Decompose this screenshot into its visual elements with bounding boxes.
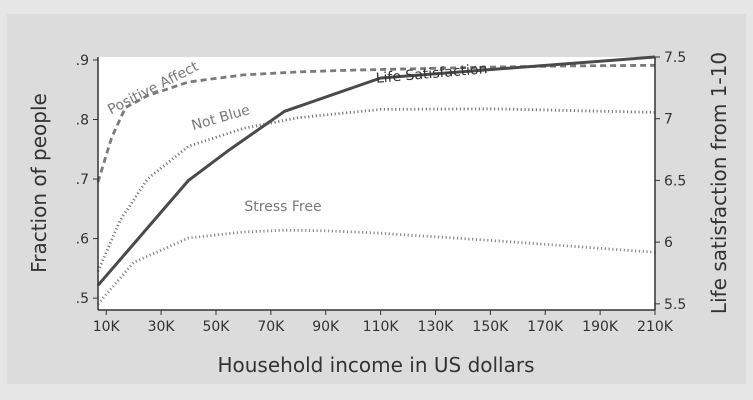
x-tick-label: 30K xyxy=(148,319,176,335)
series-line-life-satisfaction xyxy=(96,55,656,287)
axes-layer xyxy=(97,57,656,311)
left-tick-label: .9 xyxy=(76,53,89,69)
right-tick-label: 7 xyxy=(664,112,673,128)
series-label-stress-free: Stress Free xyxy=(244,199,321,215)
plot-area xyxy=(98,57,655,310)
x-tick-label: 110K xyxy=(363,319,400,335)
series-line-not-blue xyxy=(96,107,656,272)
x-tick-label: 130K xyxy=(418,319,455,335)
right-tick-label: 6.5 xyxy=(664,173,686,189)
left-tick-label: .6 xyxy=(76,232,89,248)
series-line-positive-affect xyxy=(96,63,656,183)
x-tick-label: 90K xyxy=(312,319,340,335)
left-tick-label: .5 xyxy=(76,291,89,307)
x-tick-label: 50K xyxy=(202,319,230,335)
x-tick-label: 10K xyxy=(93,319,121,335)
ticks-layer: 10K 30K 50K 70K 90K 110K 130K 150K 170K 190K 210K.… xyxy=(76,50,687,335)
x-tick-label: 190K xyxy=(582,319,619,335)
left-tick-label: .7 xyxy=(76,172,89,188)
right-tick-label: 5.5 xyxy=(664,297,686,313)
x-axis-title: Household income in US dollars xyxy=(217,353,534,377)
left-tick-label: .8 xyxy=(76,113,89,129)
series-layer xyxy=(96,55,656,305)
right-axis-title: Life satisfaction from 1-10 xyxy=(707,52,731,314)
x-tick-label: 210K xyxy=(637,319,674,335)
x-tick-label: 150K xyxy=(472,319,509,335)
series-line-stress-free xyxy=(96,228,656,305)
x-tick-label: 70K xyxy=(257,319,285,335)
right-tick-label: 6 xyxy=(664,235,673,251)
right-tick-label: 7.5 xyxy=(664,50,686,66)
x-tick-label: 170K xyxy=(527,319,564,335)
left-axis-title: Fraction of people xyxy=(27,93,51,273)
